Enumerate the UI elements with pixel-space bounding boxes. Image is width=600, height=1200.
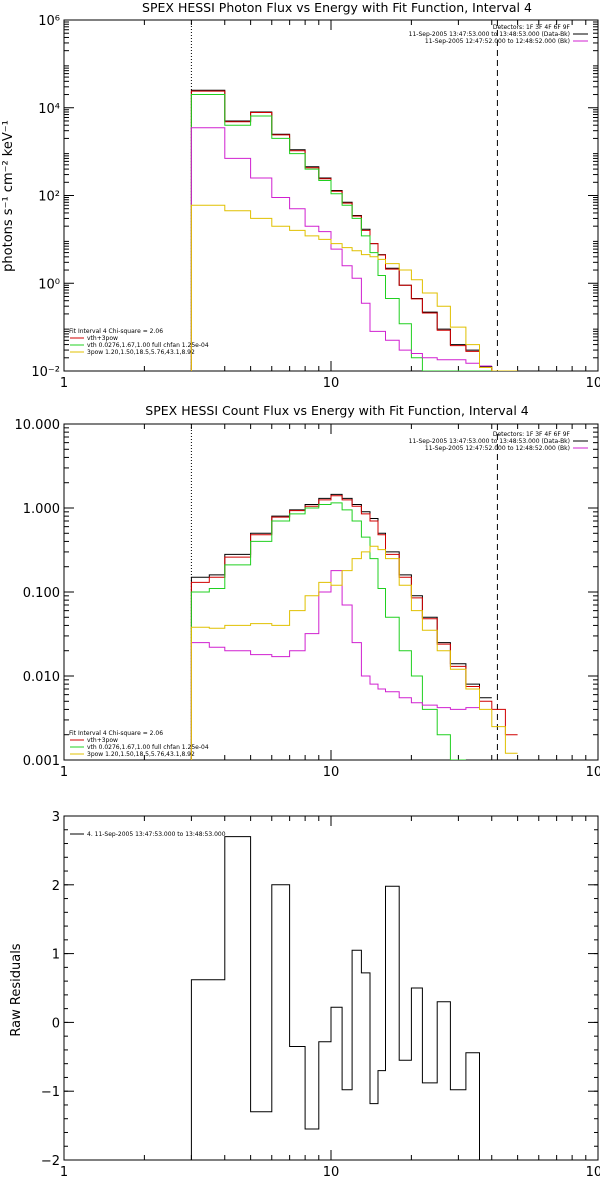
y-tick-label: −1	[41, 1085, 60, 1100]
y-axis-label: photons s⁻¹ cm⁻² keV⁻¹	[1, 120, 16, 272]
series-line	[190, 545, 518, 760]
plot-frame	[63, 815, 599, 1161]
legend-interval: 4. 11-Sep-2005 13:47:53.000 to 13:48:53.…	[87, 831, 226, 838]
chart-title: SPEX HESSI Count Flux vs Energy with Fit…	[145, 403, 528, 418]
x-tick-label: 1	[60, 765, 68, 780]
x-tick-label: 10	[323, 1165, 340, 1180]
legend-vth: vth 0.0276,1.67,1.00 full chfan 1.25e-04	[87, 744, 209, 751]
series-line	[190, 127, 492, 371]
y-tick-label: 1	[52, 948, 60, 963]
y-tick-label: 1.000	[23, 502, 60, 517]
residuals-chart: Raw Residuals 4. 11-Sep-2005 13:47:53.00…	[9, 810, 600, 1180]
x-tick-label: 10	[323, 765, 340, 780]
series-line	[190, 495, 518, 760]
legend-top: Detectors: 1F 3F 4F 6F 9F 11-Sep-2005 13…	[409, 431, 571, 452]
x-tick-label: 100	[586, 765, 600, 780]
series-group	[190, 89, 518, 371]
y-axis-label: Raw Residuals	[9, 943, 24, 1036]
series-line	[190, 493, 492, 760]
x-tick-label: 1	[60, 1165, 68, 1180]
series-line	[190, 89, 492, 371]
y-tick-label: 10⁶	[38, 14, 60, 29]
series-line	[190, 502, 466, 760]
plot-frame	[63, 19, 599, 372]
series-line	[190, 836, 492, 1160]
chart-title: SPEX HESSI Photon Flux vs Energy with Fi…	[142, 0, 532, 15]
legend-model: vth+3pow	[87, 737, 118, 744]
photon-flux-chart: SPEX HESSI Photon Flux vs Energy with Fi…	[1, 0, 600, 391]
y-tick-label: 0.100	[23, 586, 60, 601]
series-line	[190, 204, 518, 371]
count-flux-chart: SPEX HESSI Count Flux vs Energy with Fit…	[15, 403, 600, 780]
legend-detectors: Detectors: 1F 3F 4F 6F 9F	[493, 431, 571, 438]
y-tick-label: 10⁰	[38, 277, 60, 292]
x-tick-label: 100	[586, 1165, 600, 1180]
series-line	[190, 90, 518, 371]
legend-top: 4. 11-Sep-2005 13:47:53.000 to 13:48:53.…	[87, 831, 226, 838]
legend-detectors: Detectors: 1F 3F 4F 6F 9F	[493, 24, 571, 31]
y-tick-label: 10²	[38, 190, 60, 205]
y-tick-label: 0.001	[23, 754, 60, 769]
y-tick-label: 10⁴	[38, 102, 60, 117]
legend-fit-interval: Fit Interval 4 Chi-square = 2.06	[69, 328, 163, 335]
series-group	[190, 493, 518, 760]
x-tick-label: 100	[586, 376, 600, 391]
legend-3pow: 3pow 1.20,1.50,18.5,5.76,43.1,8.92	[87, 349, 195, 356]
legend-fit-interval: Fit Interval 4 Chi-square = 2.06	[69, 730, 163, 737]
series-line	[190, 570, 480, 760]
x-tick-label: 1	[60, 376, 68, 391]
y-tick-label: 0	[52, 1016, 60, 1031]
legend-top: Detectors: 1F 3F 4F 6F 9F 11-Sep-2005 13…	[409, 24, 571, 45]
y-tick-label: 0.010	[23, 670, 60, 685]
y-tick-label: −2	[41, 1154, 60, 1169]
legend-vth: vth 0.0276,1.67,1.00 full chfan 1.25e-04	[87, 342, 209, 349]
series-group	[190, 836, 492, 1160]
legend-model: vth+3pow	[87, 335, 118, 342]
y-tick-label: 10⁻²	[31, 365, 60, 380]
legend-bottom: Fit Interval 4 Chi-square = 2.06 vth+3po…	[69, 328, 209, 356]
series-line	[190, 94, 492, 371]
y-tick-label: 3	[52, 810, 60, 825]
legend-data-interval: 11-Sep-2005 13:47:53.000 to 13:48:53.000…	[409, 31, 570, 38]
legend-3pow: 3pow 1.20,1.50,18.5,5.76,43.1,8.92	[87, 751, 195, 758]
y-tick-label: 10.000	[15, 418, 61, 433]
x-tick-label: 10	[323, 376, 340, 391]
legend-bottom: Fit Interval 4 Chi-square = 2.06 vth+3po…	[69, 730, 209, 758]
y-tick-label: 2	[52, 879, 60, 894]
legend-data-interval: 11-Sep-2005 13:47:53.000 to 13:48:53.000…	[409, 438, 570, 445]
